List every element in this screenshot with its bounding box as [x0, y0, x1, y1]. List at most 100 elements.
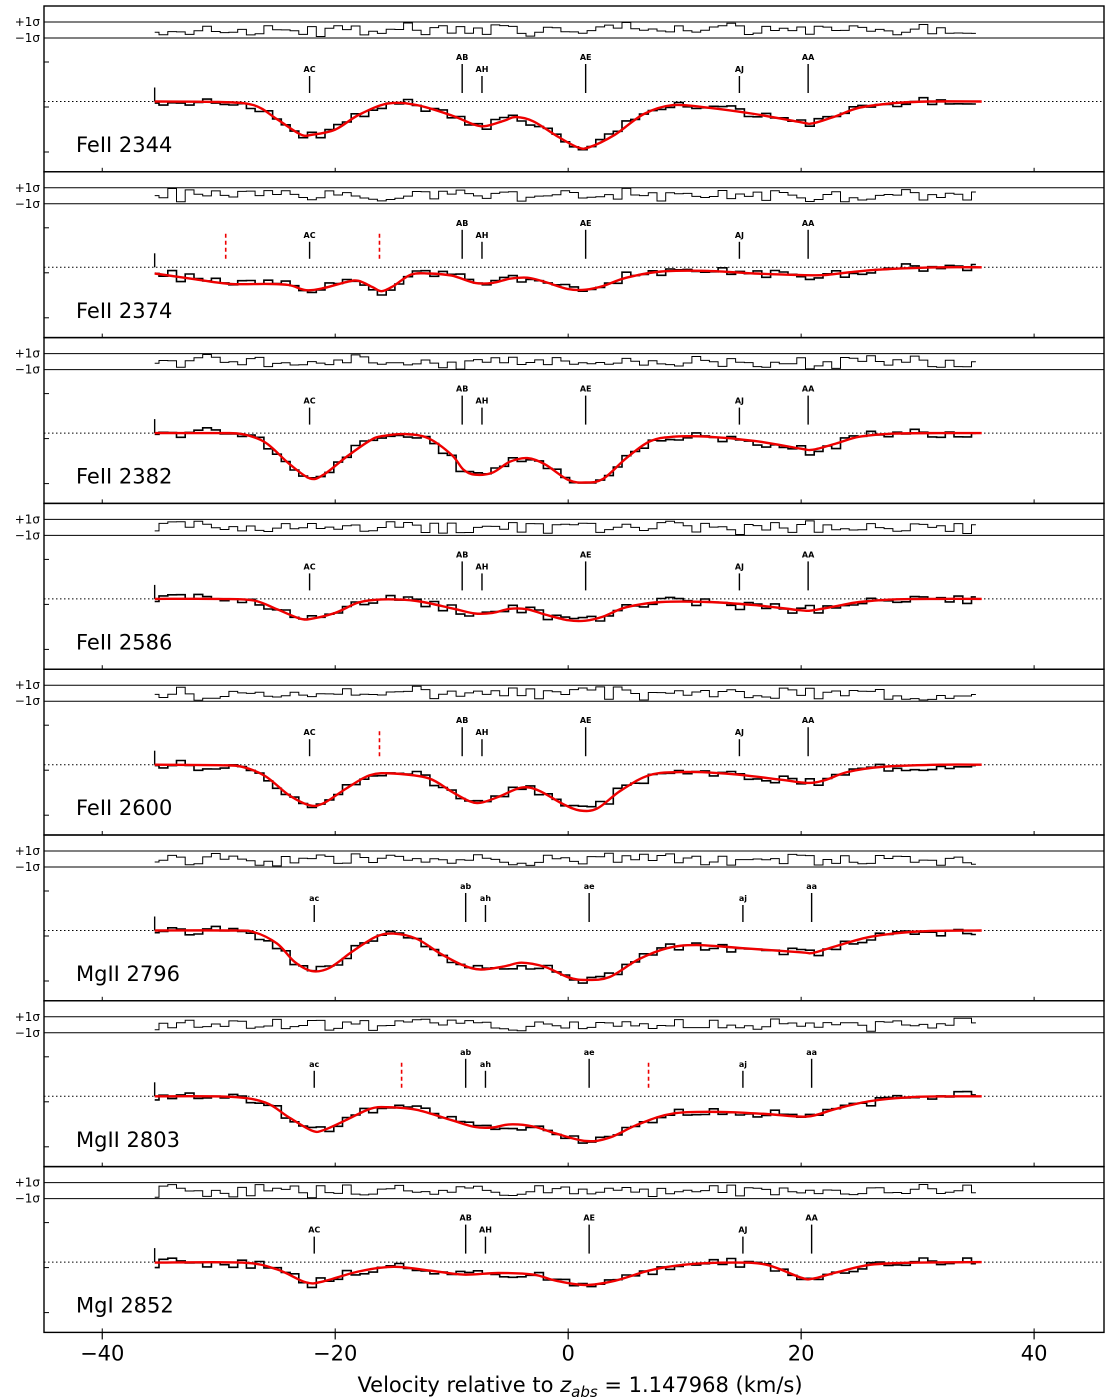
panel-feii-2344: +1σ −1σ AC AB AH AE AJ AA FeII 2344 [15, 5, 1105, 173]
residual-histogram [154, 520, 976, 535]
residual-histogram [154, 1184, 976, 1199]
component-label-ae: AE [580, 550, 592, 559]
component-label-aj: aj [739, 1060, 747, 1069]
residual-histogram [154, 1017, 976, 1032]
component-label-ac: AC [304, 397, 316, 406]
component-label-aj: aj [739, 894, 747, 903]
residual-histogram [154, 22, 976, 37]
x-axis: −40 −20 0 20 40 [80, 1332, 1047, 1365]
data-histogram [154, 759, 976, 809]
component-label-ah: AH [479, 1226, 492, 1235]
ion-label: MgII 2796 [76, 962, 180, 986]
data-histogram [154, 263, 976, 296]
panel-feii-2374: +1σ −1σ AC AB AH AE AJ AA FeII 2374 [15, 171, 1105, 339]
component-label-aj: AJ [738, 1226, 747, 1235]
component-label-ac: ac [309, 1060, 319, 1069]
model-fit-curve [154, 1095, 982, 1143]
component-label-ae: AE [583, 1214, 595, 1223]
residual-minus-label: −1σ [15, 528, 41, 542]
component-label-aj: AJ [735, 397, 744, 406]
residual-histogram [154, 852, 976, 867]
component-label-aa: AA [802, 219, 815, 228]
residual-plus-label: +1σ [15, 1010, 41, 1024]
ion-label: MgI 2852 [76, 1294, 174, 1318]
x-tick-label: 20 [788, 1341, 815, 1365]
ion-label: MgII 2803 [76, 1128, 180, 1152]
component-label-ae: AE [580, 53, 592, 62]
x-tick-label: 40 [1021, 1341, 1048, 1365]
component-label-ab: AB [456, 53, 468, 62]
component-label-ab: AB [456, 385, 468, 394]
residual-histogram [154, 685, 976, 701]
model-fit-curve [154, 100, 982, 150]
data-histogram [154, 593, 976, 622]
component-label-ah: AH [476, 397, 489, 406]
panels-group: +1σ −1σ AC AB AH AE AJ AA FeII 2344 +1σ −1σ AC AB AH A… [15, 5, 1105, 1334]
ion-label: FeII 2600 [76, 796, 172, 820]
component-label-ae: AE [580, 385, 592, 394]
component-label-ac: AC [308, 1226, 320, 1235]
model-fit-curve [154, 597, 982, 623]
component-label-ae: ae [584, 1048, 595, 1057]
component-label-aa: AA [802, 550, 815, 559]
component-label-ab: AB [456, 219, 468, 228]
x-tick-label: −20 [313, 1341, 357, 1365]
component-label-ae: ae [584, 882, 595, 891]
component-label-ah: ah [480, 894, 491, 903]
residual-minus-label: −1σ [15, 197, 41, 211]
component-label-ab: AB [456, 550, 468, 559]
residual-histogram [154, 354, 976, 370]
panel-frame [43, 1165, 1105, 1334]
panel-feii-2586: +1σ −1σ AC AB AH AE AJ AA FeII 2586 [15, 502, 1105, 670]
component-label-ah: AH [476, 65, 489, 74]
component-label-ah: AH [476, 562, 489, 571]
residual-plus-label: +1σ [15, 181, 41, 195]
residual-minus-label: −1σ [15, 1192, 41, 1206]
component-label-ab: AB [460, 1214, 472, 1223]
component-label-aa: AA [802, 716, 815, 725]
component-label-ah: ah [480, 1060, 491, 1069]
model-fit-curve [154, 1260, 982, 1287]
panel-feii-2382: +1σ −1σ AC AB AH AE AJ AA FeII 2382 [15, 336, 1105, 505]
component-label-ab: ab [460, 882, 471, 891]
data-histogram [154, 427, 976, 484]
ion-label: FeII 2344 [76, 133, 172, 157]
x-tick-label: 0 [561, 1341, 574, 1365]
component-label-aa: AA [802, 53, 815, 62]
x-axis-label: Velocity relative to zabs = 1.147968 (km… [357, 1373, 802, 1399]
component-label-ae: AE [580, 219, 592, 228]
x-tick-label: −40 [80, 1341, 124, 1365]
component-label-ah: AH [476, 231, 489, 240]
residual-plus-label: +1σ [15, 678, 41, 692]
residual-plus-label: +1σ [15, 1176, 41, 1190]
component-label-ab: AB [456, 716, 468, 725]
component-label-aa: AA [802, 385, 815, 394]
data-histogram [154, 1257, 976, 1289]
model-fit-curve [154, 265, 982, 293]
residual-plus-label: +1σ [15, 512, 41, 526]
component-label-ac: AC [304, 728, 316, 737]
panel-feii-2600: +1σ −1σ AC AB AH AE AJ AA FeII 2600 [15, 668, 1105, 836]
residual-minus-label: −1σ [15, 363, 41, 377]
component-label-ac: AC [304, 65, 316, 74]
component-label-aj: AJ [735, 728, 744, 737]
panel-mgi-2852: +1σ −1σ AC AB AH AE AJ AA MgI 2852 [15, 1165, 1105, 1334]
model-fit-curve [154, 431, 982, 484]
component-label-ah: AH [476, 728, 489, 737]
ion-label: FeII 2382 [76, 465, 172, 489]
model-fit-curve [154, 929, 982, 982]
residual-plus-label: +1σ [15, 844, 41, 858]
component-label-ab: ab [460, 1048, 471, 1057]
component-label-ae: AE [580, 716, 592, 725]
data-histogram [154, 925, 976, 984]
component-label-aa: aa [806, 1048, 817, 1057]
component-label-aj: AJ [735, 562, 744, 571]
ion-label: FeII 2586 [76, 630, 172, 654]
component-label-aj: AJ [735, 231, 744, 240]
residual-histogram [154, 187, 976, 203]
component-label-aa: AA [805, 1214, 818, 1223]
model-fit-curve [154, 763, 982, 813]
